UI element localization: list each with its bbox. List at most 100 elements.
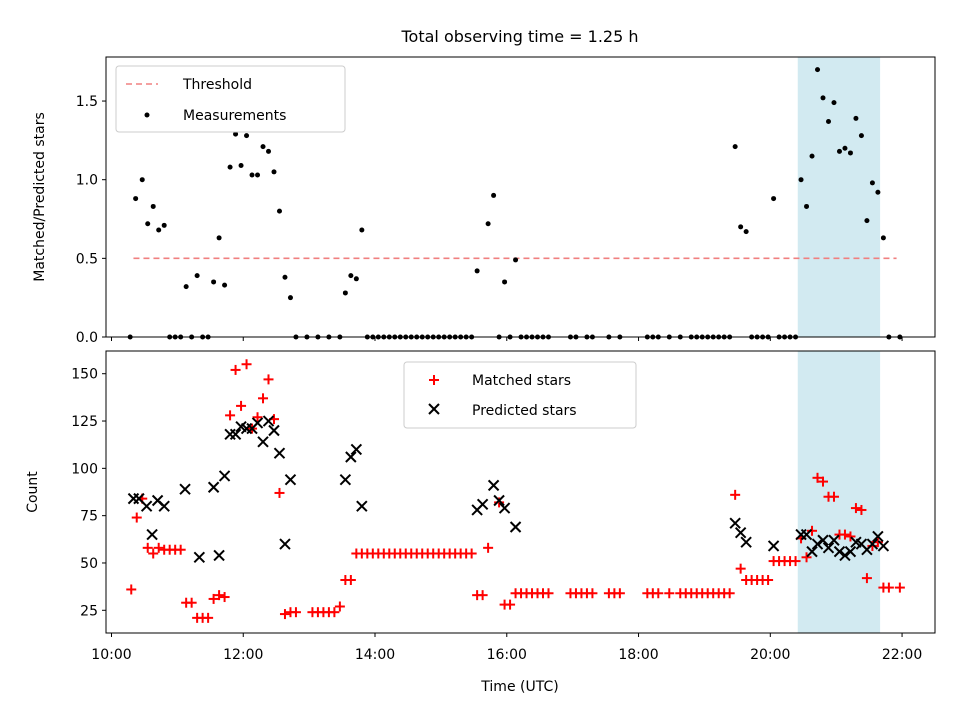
x-tick-label: 18:00: [618, 647, 658, 663]
bottom-shaded-interval: [797, 351, 881, 633]
measurement-point: [348, 273, 354, 279]
x-tick-label: 22:00: [882, 647, 922, 663]
measurement-point: [771, 196, 777, 202]
matched-star-marker: [153, 542, 164, 553]
predicted-star-marker: [487, 479, 500, 492]
matched-star-marker: [818, 476, 829, 487]
matched-star-marker: [850, 503, 861, 514]
predicted-star-marker: [866, 538, 879, 550]
predicted-star-marker: [828, 534, 840, 546]
legend-matched-label: Matched stars: [472, 373, 571, 389]
predicted-star-marker: [872, 530, 884, 543]
top-y-tick-label: 1.0: [76, 173, 98, 189]
measurement-point: [831, 100, 837, 106]
matched-star-marker: [839, 529, 850, 540]
matched-star-marker: [730, 489, 741, 500]
matched-star-marker: [883, 582, 894, 593]
predicted-star-marker: [817, 534, 829, 546]
measurement-point: [276, 208, 282, 214]
measurement-point: [804, 203, 810, 209]
measurement-point: [282, 274, 288, 280]
matched-star-marker: [483, 542, 494, 553]
matched-star-marker: [505, 599, 516, 610]
predicted-star-marker: [767, 540, 780, 552]
bottom-y-tick-label: 150: [71, 367, 98, 383]
predicted-star-marker: [740, 536, 752, 548]
top-y-tick-label: 0.0: [76, 330, 98, 346]
predicted-star-marker: [498, 502, 511, 514]
legend-threshold-label: Threshold: [182, 77, 252, 93]
measurement-point: [880, 235, 886, 241]
matched-star-marker: [290, 607, 301, 618]
predicted-star-marker: [345, 451, 357, 463]
predicted-star-marker: [229, 428, 242, 440]
top-panel: 0.0 0.5 1.0 1.5 Matched/Predicted stars Thr…: [32, 56, 936, 346]
bottom-x-ticks: 10:00 12:00 14:00 16:00 18:00 20:00 22:00: [91, 633, 922, 663]
measurement-point: [738, 224, 744, 230]
matched-star-marker: [861, 573, 872, 584]
matched-star-marker: [856, 504, 867, 515]
predicted-star-marker: [833, 545, 846, 558]
measurement-point: [502, 279, 508, 285]
top-axes-frame: [105, 56, 936, 338]
matched-star-marker: [790, 556, 801, 567]
measurement-point: [359, 227, 365, 233]
legend-measurements-label: Measurements: [183, 108, 286, 124]
legend-predicted-swatch: [428, 403, 440, 415]
measurement-point: [266, 148, 272, 154]
measurement-point: [244, 133, 250, 139]
measurement-point: [732, 144, 738, 150]
top-shaded-interval: [797, 57, 881, 337]
measurement-point: [156, 227, 162, 233]
predicted-star-marker: [273, 447, 286, 459]
matched-star-marker: [126, 584, 137, 595]
measurement-point: [798, 177, 804, 183]
matched-star-marker: [203, 612, 214, 623]
matched-star-marker: [807, 525, 818, 536]
measurement-point: [869, 180, 875, 186]
predicted-star-marker: [877, 540, 890, 552]
legend-predicted-label: Predicted stars: [472, 403, 577, 419]
predicted-star-marker: [844, 545, 857, 558]
matched-star-marker: [274, 487, 285, 498]
predicted-star-marker: [251, 417, 264, 429]
measurement-point: [513, 257, 519, 263]
measurement-point: [743, 229, 749, 235]
measurement-point: [211, 279, 217, 285]
predicted-star-marker: [218, 470, 231, 482]
measurement-point: [249, 172, 255, 178]
predicted-star-marker: [213, 549, 225, 562]
matched-star-marker: [263, 374, 274, 385]
matched-star-marker: [142, 542, 153, 553]
measurement-point: [342, 290, 348, 296]
predicted-star-marker: [806, 545, 818, 558]
measurement-point: [150, 203, 156, 209]
predicted-star-marker: [268, 424, 280, 437]
measurement-point: [194, 273, 200, 279]
matched-star-marker: [329, 607, 340, 618]
measurement-point: [287, 295, 293, 301]
matched-star-marker: [653, 588, 664, 599]
matched-star-marker: [225, 410, 236, 421]
matched-star-marker: [812, 472, 823, 483]
predicted-star-marker: [509, 521, 522, 533]
predicted-star-marker: [350, 443, 363, 456]
matched-star-marker: [334, 601, 345, 612]
measurement-point: [491, 192, 497, 198]
measurement-point: [145, 221, 151, 227]
predicted-star-marker: [734, 526, 747, 539]
predicted-star-marker: [207, 481, 220, 493]
matched-star-marker: [241, 359, 252, 370]
bottom-y-axis-label: Count: [25, 471, 41, 513]
predicted-star-marker: [179, 483, 191, 495]
matched-star-marker: [279, 609, 290, 620]
x-tick-label: 16:00: [487, 647, 527, 663]
matched-star-marker: [801, 552, 812, 563]
measurement-point: [825, 118, 831, 124]
matched-star-marker: [214, 590, 225, 601]
bottom-y-ticks: 25 50 75 100 125 150: [71, 367, 106, 619]
predicted-star-marker: [476, 498, 489, 511]
predicted-star-marker: [800, 528, 813, 541]
measurement-point: [858, 133, 864, 139]
